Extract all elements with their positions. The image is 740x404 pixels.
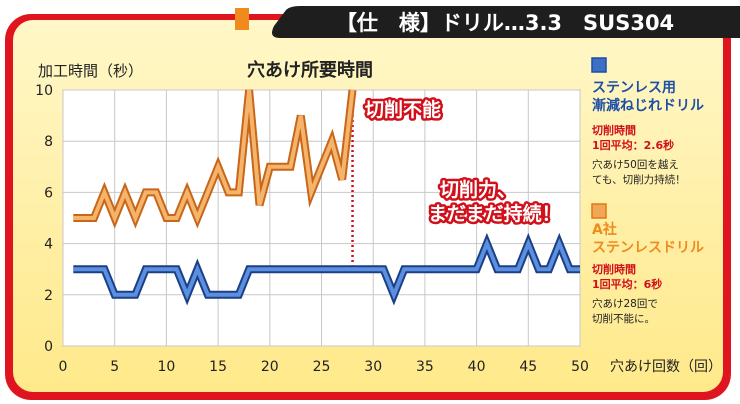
series-orange xyxy=(73,89,357,229)
x-tick-label: 20 xyxy=(261,359,279,375)
x-tick-label: 25 xyxy=(313,359,331,375)
y-tick-label: 10 xyxy=(35,83,53,99)
series-blue xyxy=(73,232,580,306)
y-tick-label: 6 xyxy=(44,185,53,201)
legend-name-blue-line1: ステンレス用 xyxy=(592,80,676,96)
x-tick-label: 30 xyxy=(364,359,382,375)
x-tick-label: 35 xyxy=(416,359,434,375)
series-group xyxy=(73,89,580,306)
annotation-cutting-power-line1: 切削力、 xyxy=(440,178,516,201)
annotation-cutting-power-line2: まだまだ持続！ xyxy=(428,202,561,225)
x-tick-label: 50 xyxy=(571,359,589,375)
x-tick-label: 15 xyxy=(209,359,227,375)
y-tick-label: 4 xyxy=(44,237,53,253)
header-banner xyxy=(272,6,740,38)
x-axis-label: 穴あけ回数（回） xyxy=(610,359,722,375)
annotation-cutting-impossible: 切削不能 xyxy=(365,98,441,121)
y-axis: 0 2 4 6 8 10 xyxy=(35,83,53,355)
legend-note-orange-line2: 切削不能に。 xyxy=(592,312,655,325)
y-tick-label: 0 xyxy=(44,339,53,355)
legend-name-blue-line2: 漸減ねじれドリル xyxy=(592,97,704,114)
y-tick-label: 2 xyxy=(44,288,53,304)
legend-note-blue-line1: 穴あけ50回を越え xyxy=(592,158,679,171)
x-tick-label: 0 xyxy=(59,359,68,375)
series-line xyxy=(73,89,355,224)
legend-time-orange-line1: 切削時間 xyxy=(592,262,636,276)
legend: ステンレス用 漸減ねじれドリル 切削時間 1回平均：2.6秒 穴あけ50回を越え… xyxy=(591,57,704,325)
x-tick-label: 40 xyxy=(468,359,486,375)
legend-swatch-orange xyxy=(591,203,607,219)
legend-time-blue-line1: 切削時間 xyxy=(592,123,636,137)
y-tick-label: 8 xyxy=(44,134,53,150)
x-axis: 0 5 10 15 20 25 30 35 40 45 50 xyxy=(59,359,589,375)
x-tick-label: 5 xyxy=(110,359,119,375)
series-line xyxy=(73,238,580,301)
header-title: 【仕 様】ドリル…3.3 SUS304 xyxy=(336,11,674,35)
legend-name-orange-line2: ステンレスドリル xyxy=(592,240,704,256)
y-axis-label: 加工時間（秒） xyxy=(38,62,143,80)
chart-title: 穴あけ所要時間 xyxy=(247,59,373,81)
x-tick-label: 45 xyxy=(519,359,537,375)
legend-name-orange-line1: A社 xyxy=(592,221,617,238)
legend-time-orange-line2: 1回平均：6秒 xyxy=(592,277,662,291)
legend-swatch-blue xyxy=(591,57,607,73)
orange-tab xyxy=(235,8,249,30)
legend-note-blue-line2: ても、切削力持続！ xyxy=(592,173,686,186)
legend-note-orange-line1: 穴あけ28回で xyxy=(592,297,658,310)
x-tick-label: 10 xyxy=(157,359,175,375)
legend-time-blue-line2: 1回平均：2.6秒 xyxy=(592,138,674,152)
